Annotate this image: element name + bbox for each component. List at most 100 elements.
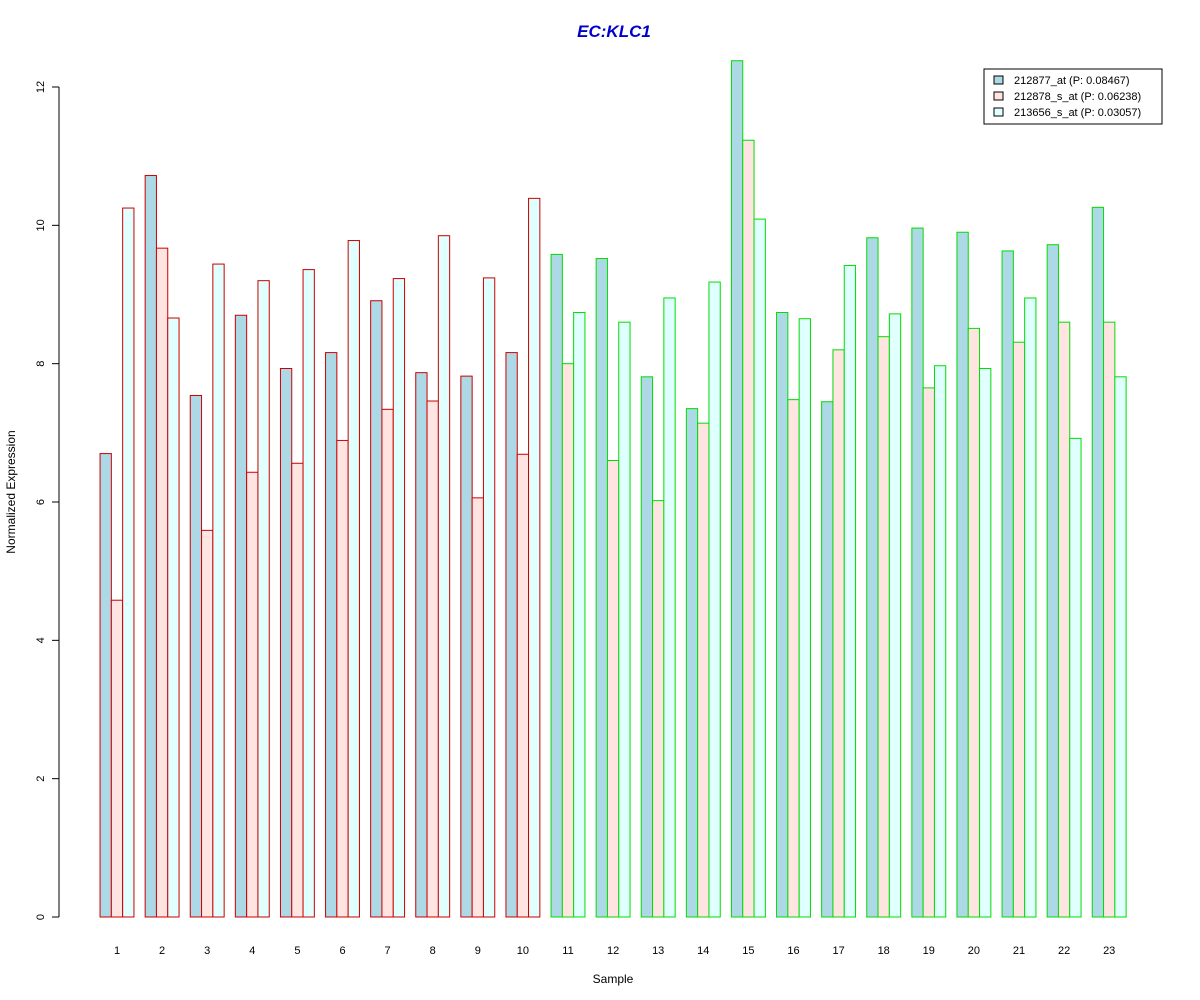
bar [291,462,304,918]
bar [347,240,360,918]
x-tick-labels: 1 2 3 4 5 6 7 8 9 10 11 12 13 14 15 16 17 18 19 20 21 22 23 [114,945,1115,957]
bar [381,408,394,918]
x-tick-label: 14 [697,945,709,957]
bar [640,376,654,918]
bar [911,227,924,918]
bar [888,313,902,918]
bar [708,281,721,918]
bar [730,60,744,918]
bar [201,529,214,918]
legend-entry: 212878_s_at (P: 0.06238) [1014,91,1141,103]
y-tick-label: 12 [35,81,47,93]
y-axis-label: Normalized Expression [4,430,18,553]
x-tick-label: 10 [517,945,529,957]
bar [1057,321,1071,918]
y-tick-label: 4 [35,637,47,643]
bar [257,280,270,918]
bar [798,318,811,918]
y-axis: 0 2 4 6 8 10 12 [35,81,60,920]
bar [606,460,620,918]
bar [144,175,157,918]
bar [1103,321,1116,918]
x-tick-label: 19 [923,945,935,957]
y-tick-label: 2 [35,776,47,782]
bar [685,408,699,918]
x-tick-label: 20 [968,945,980,957]
legend-entry: 213656_s_at (P: 0.03057) [1014,107,1141,119]
x-tick-label: 23 [1103,945,1115,957]
x-tick-label: 17 [832,945,844,957]
bar [832,349,845,918]
x-tick-label: 4 [249,945,255,957]
bar [866,237,879,918]
bar [1012,341,1026,918]
bar [460,375,473,918]
bar [189,394,203,918]
x-tick-label: 12 [607,945,619,957]
bar [561,363,575,918]
bar [697,422,710,918]
bar [279,368,293,918]
bar [426,400,439,918]
bars [99,60,1127,918]
bar [370,300,383,918]
bar [595,258,608,918]
bar [415,372,428,918]
bar [482,277,496,918]
bar [877,336,890,918]
x-axis-label: Sample [593,972,634,986]
legend-swatch [993,91,1004,101]
y-tick-label: 8 [35,361,47,367]
x-tick-label: 15 [742,945,754,957]
x-tick-label: 3 [204,945,210,957]
bar [336,439,349,918]
bar [979,368,992,918]
bar [776,311,789,918]
x-tick-label: 22 [1058,945,1070,957]
bar [1069,437,1082,918]
bar [573,311,586,918]
bar [325,352,338,918]
bar [550,253,563,918]
bar [246,471,259,918]
y-tick-label: 0 [35,914,47,920]
bar [1001,250,1014,918]
bar [505,352,518,918]
bar [956,231,969,918]
bar [618,321,631,918]
bar [933,365,947,918]
x-tick-label: 16 [787,945,799,957]
bar [652,500,665,918]
bar [787,399,800,918]
bar [99,453,112,918]
x-tick-label: 6 [339,945,345,957]
bar [234,314,248,918]
bar [663,297,676,918]
bar [1046,244,1059,918]
x-tick-label: 1 [114,945,120,957]
bar [110,599,124,918]
x-tick-label: 5 [294,945,300,957]
x-tick-label: 9 [475,945,481,957]
x-tick-label: 11 [562,945,573,957]
bar [528,197,541,918]
bar [1091,206,1105,918]
bar [742,139,755,918]
y-tick-label: 10 [35,219,47,231]
bar [922,387,935,918]
bar [437,235,451,918]
x-tick-label: 7 [385,945,391,957]
bar [155,247,169,918]
legend: 212877_at (P: 0.08467) 212878_s_at (P: 0.… [983,68,1163,125]
bar [1114,376,1127,918]
bar [212,263,225,918]
chart-title: EC:KLC1 [577,22,651,41]
bar [122,207,135,918]
x-tick-label: 2 [159,945,165,957]
bar [753,218,766,918]
y-tick-label: 6 [35,499,47,505]
x-tick-label: 18 [878,945,890,957]
x-tick-label: 8 [430,945,436,957]
bar [516,453,530,918]
bar [1024,297,1037,918]
